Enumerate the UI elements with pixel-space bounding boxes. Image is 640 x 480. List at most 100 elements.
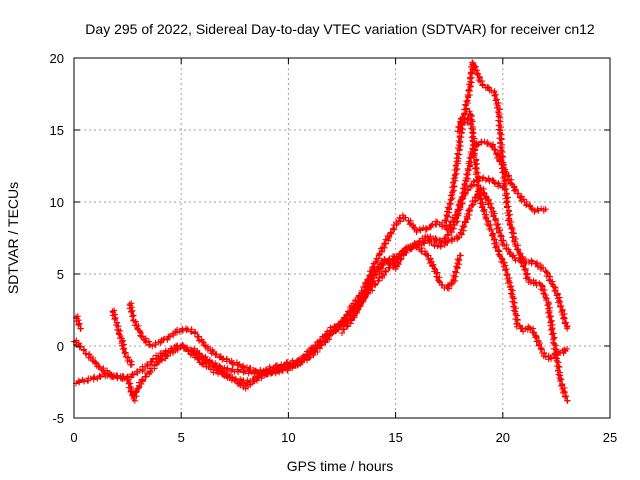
x-tick-label: 15: [388, 430, 402, 445]
data-point-markers: [349, 293, 366, 323]
data-point-markers: [424, 252, 437, 270]
data-point-markers: [221, 364, 247, 376]
data-point-markers: [317, 331, 333, 348]
data-point-markers: [359, 268, 378, 299]
data-point-markers: [253, 369, 270, 384]
data-point-markers: [109, 307, 121, 326]
data-point-markers: [424, 233, 444, 246]
data-point-markers: [306, 340, 323, 358]
x-axis-label: GPS time / hours: [287, 458, 394, 474]
series-track-g: [339, 185, 571, 336]
data-point-markers: [494, 104, 507, 169]
data-point-markers: [511, 183, 528, 204]
data-point-marker: [128, 361, 135, 368]
data-point-markers: [200, 339, 216, 357]
data-point-marker: [285, 361, 292, 368]
data-point-markers: [488, 205, 507, 244]
series-track-e: [73, 242, 464, 404]
data-point-marker: [77, 325, 84, 332]
data-point-markers: [532, 279, 544, 289]
data-point-markers: [263, 362, 279, 373]
series-track-i: [454, 108, 571, 363]
data-point-markers: [479, 174, 493, 185]
data-point-markers: [435, 238, 451, 250]
data-point-markers: [544, 300, 558, 346]
data-point-markers: [113, 322, 125, 342]
axis-ticks: 0 5 10 15 20 25 -5 0 5 10 15 20: [50, 51, 618, 445]
data-point-markers: [441, 196, 455, 228]
data-point-markers: [275, 362, 291, 373]
series-track-a: [71, 138, 549, 382]
y-tick-label: -5: [52, 411, 64, 426]
data-point-markers: [525, 276, 537, 287]
data-point-markers: [466, 108, 479, 158]
data-point-markers: [482, 214, 496, 237]
data-point-markers: [431, 265, 443, 286]
data-point-markers: [160, 328, 179, 343]
grid-lines: [74, 58, 610, 418]
y-tick-label: 5: [57, 267, 64, 282]
data-point-markers: [83, 350, 103, 370]
series-track-d: [126, 174, 506, 378]
chart-title: Day 295 of 2022, Sidereal Day-to-day VTE…: [85, 21, 595, 37]
data-point-markers: [550, 340, 565, 383]
data-point-markers: [547, 352, 558, 362]
series-track-c: [109, 307, 135, 368]
data-point-markers: [136, 369, 153, 390]
data-point-marker: [456, 252, 463, 259]
data-point-markers: [556, 377, 571, 404]
data-point-markers: [423, 218, 440, 233]
data-point-markers: [444, 278, 456, 292]
x-tick-label: 0: [70, 430, 77, 445]
data-point-markers: [453, 121, 466, 162]
data-point-markers: [507, 286, 521, 328]
data-point-markers: [438, 281, 450, 292]
data-point-markers: [381, 222, 398, 247]
data-point-markers: [518, 255, 533, 283]
x-tick-label: 5: [178, 430, 185, 445]
data-point-markers: [542, 268, 559, 295]
data-point-markers: [473, 70, 485, 85]
data-point-markers: [187, 350, 206, 366]
data-point-markers: [183, 325, 195, 335]
x-tick-label: 20: [496, 430, 510, 445]
data-point-markers: [230, 359, 247, 371]
data-point-markers: [450, 252, 464, 284]
data-point-marker: [542, 206, 549, 213]
series-track-f: [188, 345, 292, 392]
data-point-markers: [471, 152, 483, 198]
data-point-markers: [475, 191, 490, 218]
y-axis-label: SDTVAR / TECUs: [5, 182, 21, 294]
y-tick-label: 10: [50, 195, 64, 210]
data-point-markers: [464, 61, 477, 100]
data-point-markers: [126, 300, 137, 323]
data-points: [71, 59, 571, 404]
data-point-markers: [461, 182, 475, 198]
data-point-markers: [392, 246, 410, 273]
plot-frame: [73, 57, 611, 419]
data-point-markers: [511, 241, 526, 261]
data-point-markers: [499, 238, 517, 260]
data-point-markers: [210, 348, 226, 363]
data-point-markers: [231, 377, 247, 391]
data-point-markers: [552, 287, 571, 331]
data-point-markers: [513, 322, 526, 332]
data-point-markers: [452, 191, 468, 219]
data-point-markers: [339, 316, 355, 336]
data-point-markers: [488, 231, 502, 255]
y-tick-label: 20: [50, 51, 64, 66]
data-point-marker: [564, 345, 571, 352]
y-tick-label: 15: [50, 123, 64, 138]
data-point-markers: [147, 358, 162, 376]
data-point-markers: [139, 352, 162, 373]
data-point-markers: [413, 224, 429, 235]
data-point-marker: [564, 397, 571, 404]
data-point-markers: [447, 157, 462, 203]
data-point-markers: [174, 325, 186, 336]
data-point-markers: [560, 346, 569, 357]
data-point-markers: [502, 262, 515, 291]
data-point-markers: [425, 237, 441, 250]
series-track-h: [441, 59, 571, 404]
data-point-markers: [538, 282, 552, 306]
